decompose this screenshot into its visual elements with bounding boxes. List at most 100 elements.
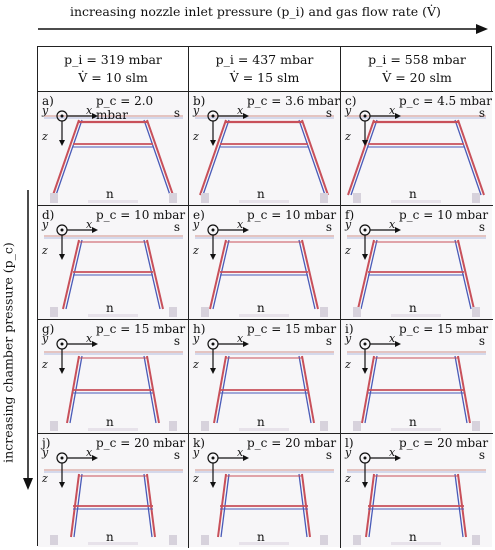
column-pressure: p_i = 558 mbar (368, 52, 466, 67)
s-label: s (325, 220, 332, 234)
n-label: n (257, 530, 265, 544)
s-label: s (478, 220, 485, 234)
panel-label: a) (42, 94, 54, 108)
s-label: s (478, 106, 485, 120)
x-axis-label: x (86, 104, 93, 117)
panel-label: d) (42, 208, 55, 222)
n-label: n (409, 301, 417, 315)
column-header-2: p_i = 437 mbar V̇ = 15 slm (189, 47, 341, 92)
s-label: s (325, 448, 332, 462)
s-label: s (173, 106, 180, 120)
jet-image (189, 320, 340, 433)
z-axis-label: z (42, 244, 48, 257)
n-label: n (106, 530, 114, 544)
figure-grid: p_i = 319 mbar V̇ = 10 slm p_i = 437 mba… (37, 46, 493, 548)
schlieren-panel: b) p_c = 3.6 mbar s n y x z (189, 92, 341, 206)
z-axis-label: z (345, 244, 351, 257)
x-axis-label: x (389, 332, 396, 345)
chamber-pressure-label: p_c = 3.6 mbar (247, 94, 340, 108)
coordinate-axes-icon (359, 110, 401, 146)
y-axis-label: y (193, 104, 200, 117)
coordinate-axes-icon (207, 452, 249, 488)
s-label: s (173, 448, 180, 462)
top-arrow-icon (38, 24, 488, 34)
left-axis-label: increasing chamber pressure (p_c) (0, 242, 16, 463)
s-label: s (173, 220, 180, 234)
x-axis-label: x (86, 446, 93, 459)
s-label: s (325, 334, 332, 348)
panel-label: i) (345, 322, 354, 336)
s-label: s (478, 334, 485, 348)
z-axis-label: z (193, 244, 199, 257)
schlieren-panel: d) p_c = 10 mbar s n y x z (38, 206, 189, 320)
x-axis-label: x (389, 446, 396, 459)
z-axis-label: z (42, 358, 48, 371)
y-axis-label: y (345, 104, 352, 117)
jet-image (38, 320, 188, 433)
x-axis-label: x (86, 218, 93, 231)
coordinate-axes-icon (56, 338, 98, 374)
z-axis-label: z (345, 472, 351, 485)
z-axis-label: z (193, 472, 199, 485)
z-axis-label: z (345, 130, 351, 143)
schlieren-panel: h) p_c = 15 mbar s n y x z (189, 320, 341, 434)
left-arrow-icon (23, 190, 33, 490)
coordinate-axes-icon (207, 338, 249, 374)
column-pressure: p_i = 437 mbar (215, 52, 314, 67)
s-label: s (173, 334, 180, 348)
column-header-3: p_i = 558 mbar V̇ = 20 slm (341, 47, 493, 92)
z-axis-label: z (193, 358, 199, 371)
panel-label: k) (193, 436, 205, 450)
coordinate-axes-icon (207, 224, 249, 260)
x-axis-label: x (389, 218, 396, 231)
y-axis-label: y (345, 332, 352, 345)
column-flow: V̇ = 20 slm (382, 70, 452, 85)
panel-label: j) (42, 436, 51, 450)
coordinate-axes-icon (359, 452, 401, 488)
n-label: n (257, 187, 265, 201)
n-label: n (106, 187, 114, 201)
chamber-pressure-label: p_c = 15 mbar (399, 322, 489, 336)
y-axis-label: y (345, 446, 352, 459)
y-axis-label: y (345, 218, 352, 231)
z-axis-label: z (345, 358, 351, 371)
coordinate-axes-icon (56, 110, 98, 146)
panel-label: g) (42, 322, 55, 336)
y-axis-label: y (193, 218, 200, 231)
top-axis-label: increasing nozzle inlet pressure (p_i) a… (70, 4, 441, 19)
coordinate-axes-icon (207, 110, 249, 146)
n-label: n (409, 187, 417, 201)
x-axis-label: x (237, 218, 244, 231)
schlieren-panel: f) p_c = 10 mbar s n y x z (341, 206, 493, 320)
panel-label: c) (345, 94, 357, 108)
n-label: n (106, 301, 114, 315)
coordinate-axes-icon (359, 338, 401, 374)
coordinate-axes-icon (56, 224, 98, 260)
panel-label: e) (193, 208, 205, 222)
y-axis-label: y (42, 332, 49, 345)
n-label: n (409, 415, 417, 429)
z-axis-label: z (42, 472, 48, 485)
chamber-pressure-label: p_c = 15 mbar (96, 322, 186, 336)
y-axis-label: y (42, 104, 49, 117)
y-axis-label: y (193, 446, 200, 459)
chamber-pressure-label: p_c = 10 mbar (399, 208, 489, 222)
schlieren-panel: k) p_c = 20 mbar s n y x z (189, 434, 341, 548)
x-axis-label: x (237, 104, 244, 117)
chamber-pressure-label: p_c = 20 mbar (399, 436, 489, 450)
chamber-pressure-label: p_c = 2.0 mbar (96, 94, 154, 122)
s-label: s (325, 106, 332, 120)
jet-image (189, 92, 340, 205)
z-axis-label: z (42, 130, 48, 143)
panel-label: f) (345, 208, 355, 222)
column-flow: V̇ = 15 slm (229, 70, 300, 85)
schlieren-panel: j) p_c = 20 mbar s n y x z (38, 434, 189, 548)
chamber-pressure-label: p_c = 15 mbar (247, 322, 337, 336)
chamber-pressure-label: p_c = 10 mbar (247, 208, 337, 222)
column-header-1: p_i = 319 mbar V̇ = 10 slm (38, 47, 189, 92)
x-axis-label: x (237, 446, 244, 459)
chamber-pressure-label: p_c = 20 mbar (96, 436, 186, 450)
schlieren-panel: a) p_c = 2.0 mbar s n y x z (38, 92, 189, 206)
x-axis-label: x (389, 104, 396, 117)
panel-label: b) (193, 94, 206, 108)
